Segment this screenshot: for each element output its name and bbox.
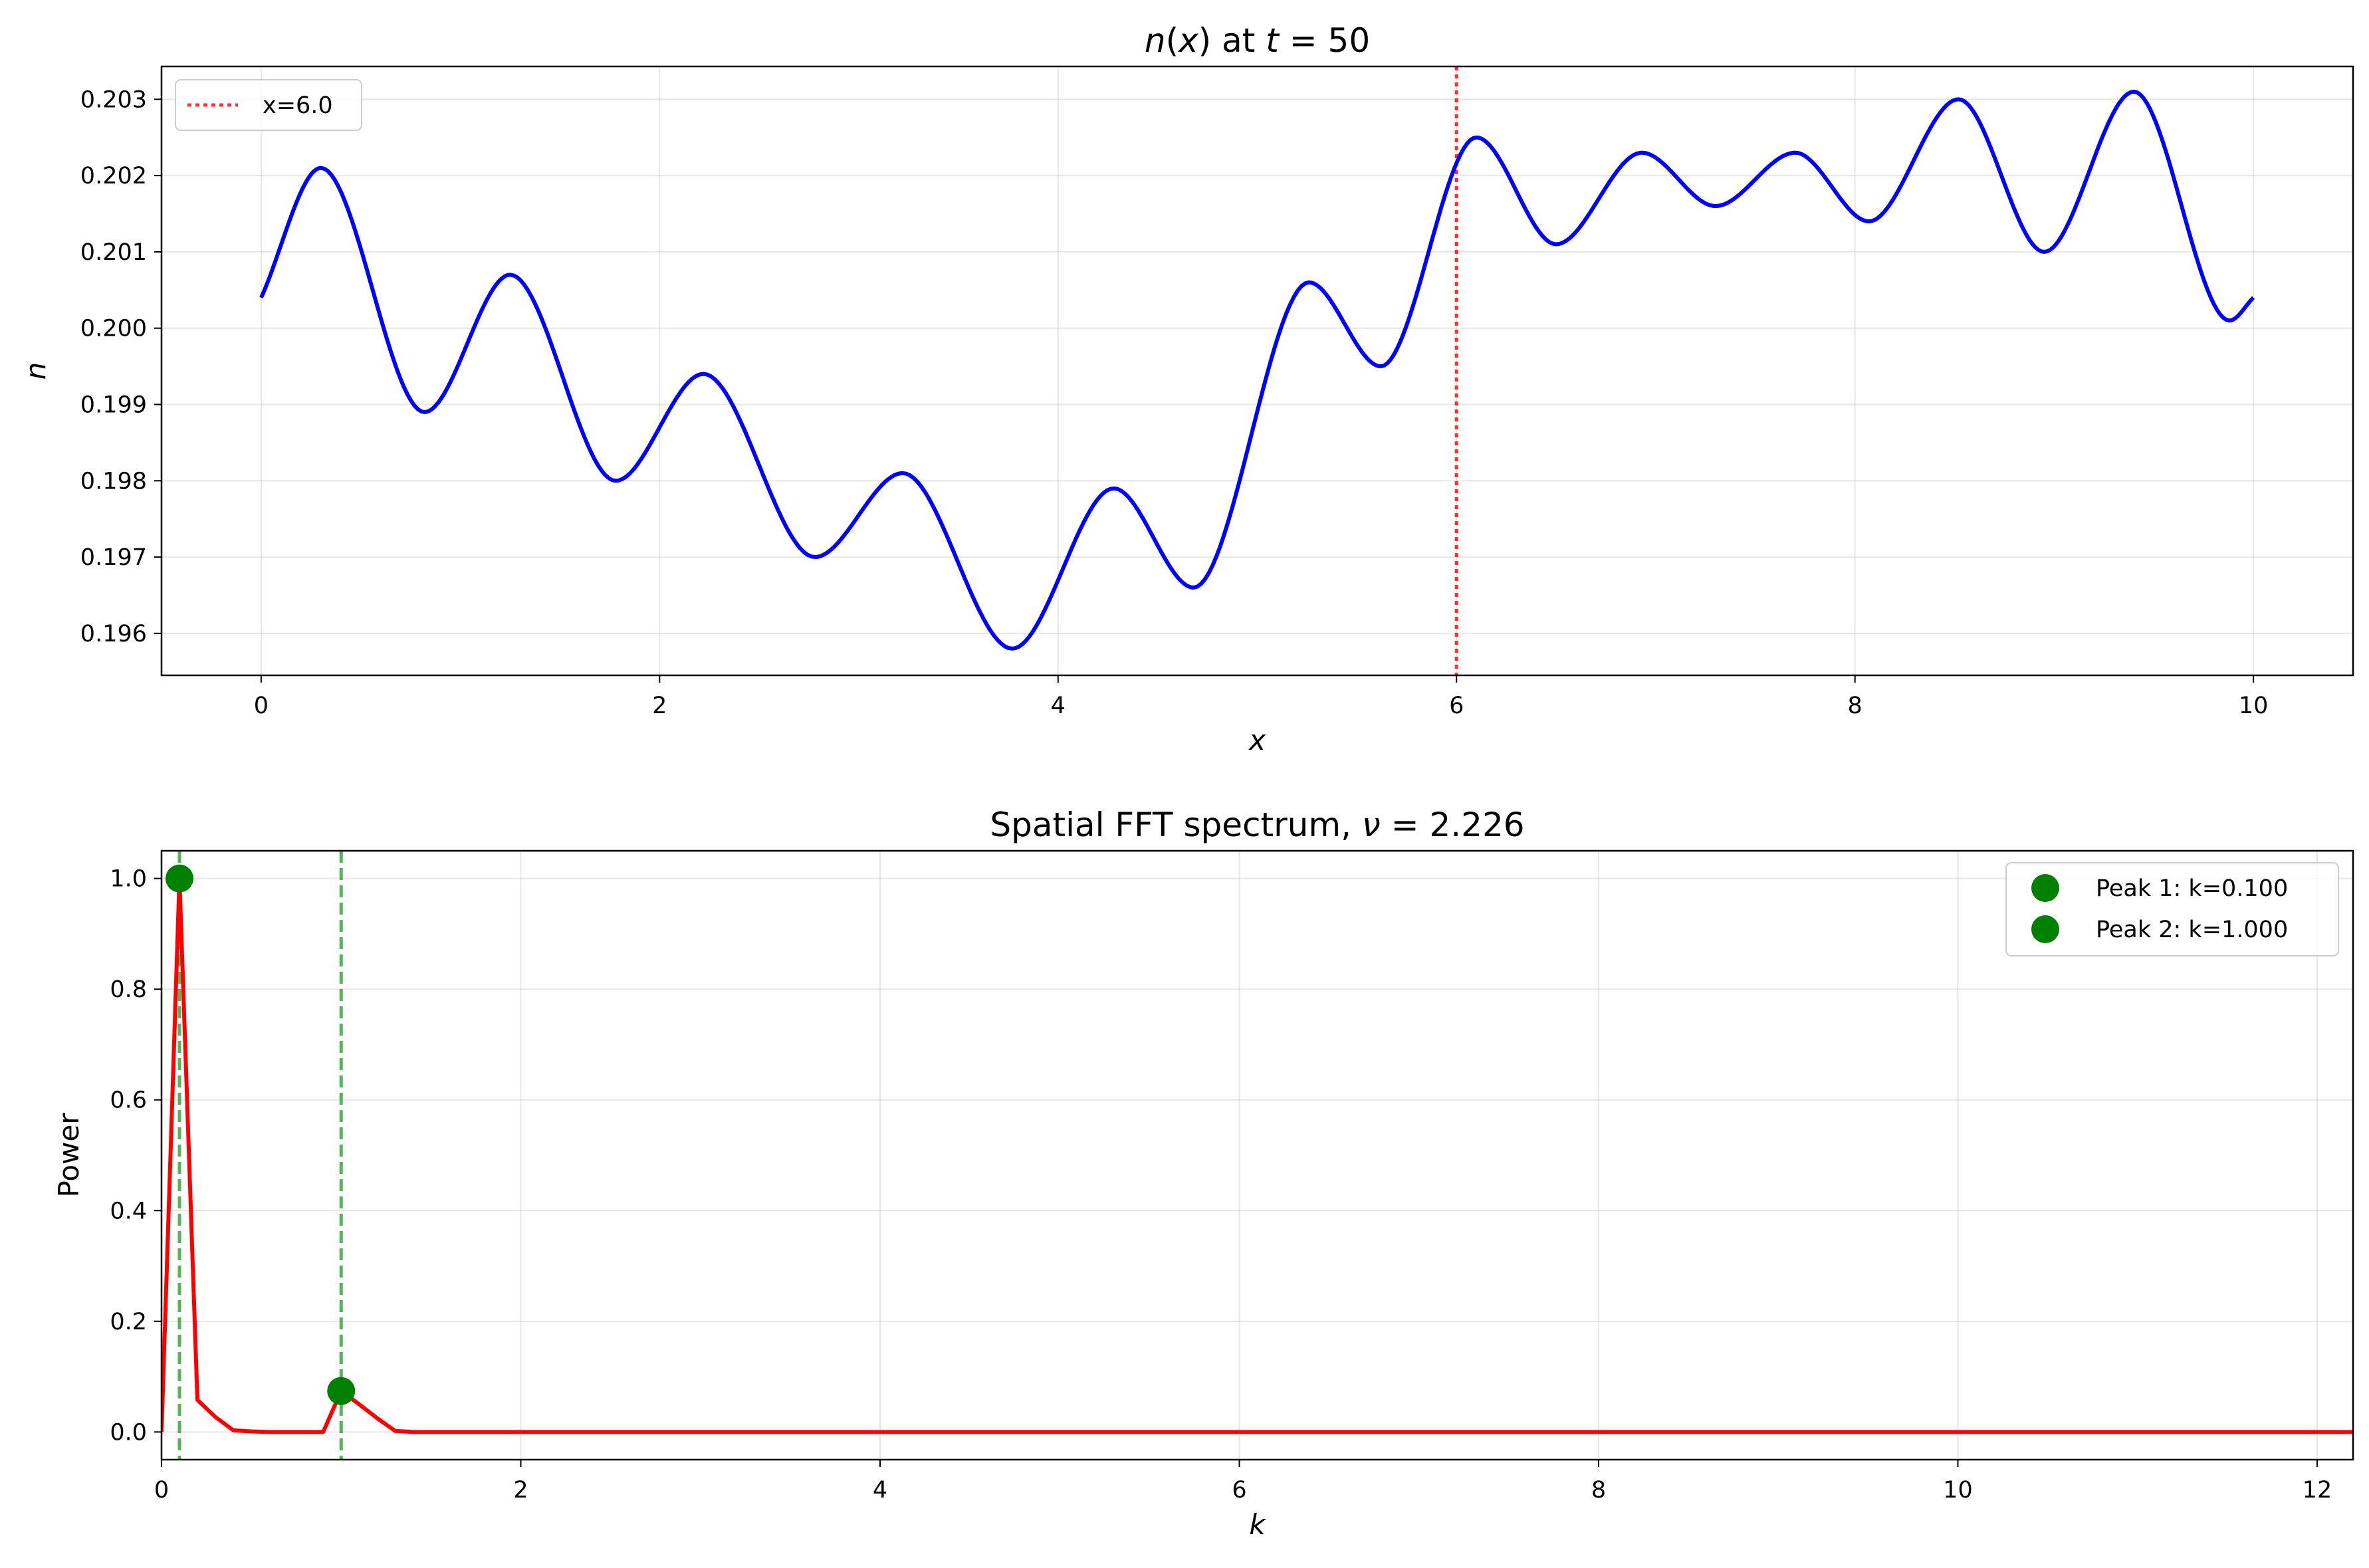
title-part-1: ν — [1362, 806, 1381, 844]
y-tick-label-2: 0.198 — [80, 468, 147, 495]
title-part-2: = 2.226 — [1381, 806, 1525, 844]
title-part-4: t — [1266, 21, 1280, 60]
chart-title: Spatial FFT spectrum, ν = 2.226 — [990, 806, 1524, 844]
x-tick-label-2: 4 — [873, 1477, 887, 1504]
x-tick-label-1: 2 — [652, 693, 667, 719]
title-part-1: ( — [1166, 21, 1179, 60]
series-line-0 — [162, 876, 2353, 1434]
x-tick-label-4: 8 — [1591, 1477, 1606, 1504]
chart-title: n(x) at t = 50 — [1145, 21, 1370, 60]
x-tick-label-0: 0 — [254, 693, 269, 719]
y-tick-label-1: 0.2 — [110, 1309, 147, 1335]
x-axis-label: k — [1249, 1508, 1266, 1541]
title-part-5: = 50 — [1279, 21, 1370, 60]
peak-marker-2 — [327, 1377, 356, 1405]
y-tick-label-4: 0.200 — [80, 316, 147, 342]
y-tick-label-5: 0.201 — [80, 239, 147, 266]
y-tick-label-5: 1.0 — [110, 866, 147, 893]
x-tick-label-5: 10 — [2239, 693, 2269, 719]
y-tick-label-7: 0.203 — [80, 86, 147, 113]
legend-label-peak-1: Peak 1: k=0.100 — [2096, 875, 2288, 902]
legend-label-vline: x=6.0 — [263, 92, 333, 119]
x-tick-label-4: 8 — [1848, 693, 1862, 719]
plot-area — [162, 851, 2353, 1460]
y-tick-label-3: 0.6 — [110, 1087, 147, 1114]
legend-label-peak-2: Peak 2: k=1.000 — [2096, 917, 2288, 943]
legend: Peak 1: k=0.100 Peak 2: k=1.000 — [2005, 862, 2339, 956]
y-tick-label-3: 0.199 — [80, 392, 147, 419]
y-tick-label-0: 0.196 — [80, 621, 147, 647]
top-chart: 0 2 4 6 8 10 0.196 0.197 0.198 0.199 0.200 0.201 0.2… — [19, 21, 2354, 756]
x-axis-label: x — [1248, 724, 1266, 756]
y-tick-label-1: 0.197 — [80, 544, 147, 571]
x-tick-label-1: 2 — [513, 1477, 528, 1504]
title-part-0: Spatial FFT spectrum, — [990, 806, 1362, 844]
x-tick-label-6: 12 — [2303, 1477, 2332, 1504]
y-tick-label-0: 0.0 — [110, 1419, 147, 1446]
y-axis-label: Power — [53, 1113, 85, 1198]
bottom-chart: 0 2 4 6 8 10 12 0.0 0.2 0.4 0.6 0.8 1.0 Spatial FFT s… — [53, 806, 2354, 1541]
x-tick-label-0: 0 — [154, 1477, 169, 1504]
x-tick-label-2: 4 — [1051, 693, 1066, 719]
legend-swatch-peak-1 — [2031, 874, 2059, 902]
title-part-2: x — [1177, 21, 1198, 60]
x-tick-label-5: 10 — [1943, 1477, 1973, 1504]
axes-frame — [160, 65, 2354, 677]
title-part-3: ) at — [1198, 21, 1266, 60]
series-line-0 — [259, 89, 2255, 651]
axes-frame — [160, 849, 2354, 1461]
plot-area — [259, 66, 2255, 675]
legend-swatch-peak-2 — [2031, 915, 2059, 943]
x-tick-label-3: 6 — [1449, 693, 1464, 719]
legend-box — [175, 79, 362, 131]
legend: x=6.0 — [175, 79, 362, 131]
y-tick-label-4: 0.8 — [110, 976, 147, 1003]
title-part-0: n — [1145, 21, 1166, 60]
y-tick-label-6: 0.202 — [80, 163, 147, 189]
peak-marker-1 — [166, 864, 194, 893]
legend-box — [2005, 862, 2339, 956]
y-tick-label-2: 0.4 — [110, 1198, 147, 1224]
x-tick-label-3: 6 — [1232, 1477, 1246, 1504]
y-axis-label: n — [19, 362, 52, 380]
